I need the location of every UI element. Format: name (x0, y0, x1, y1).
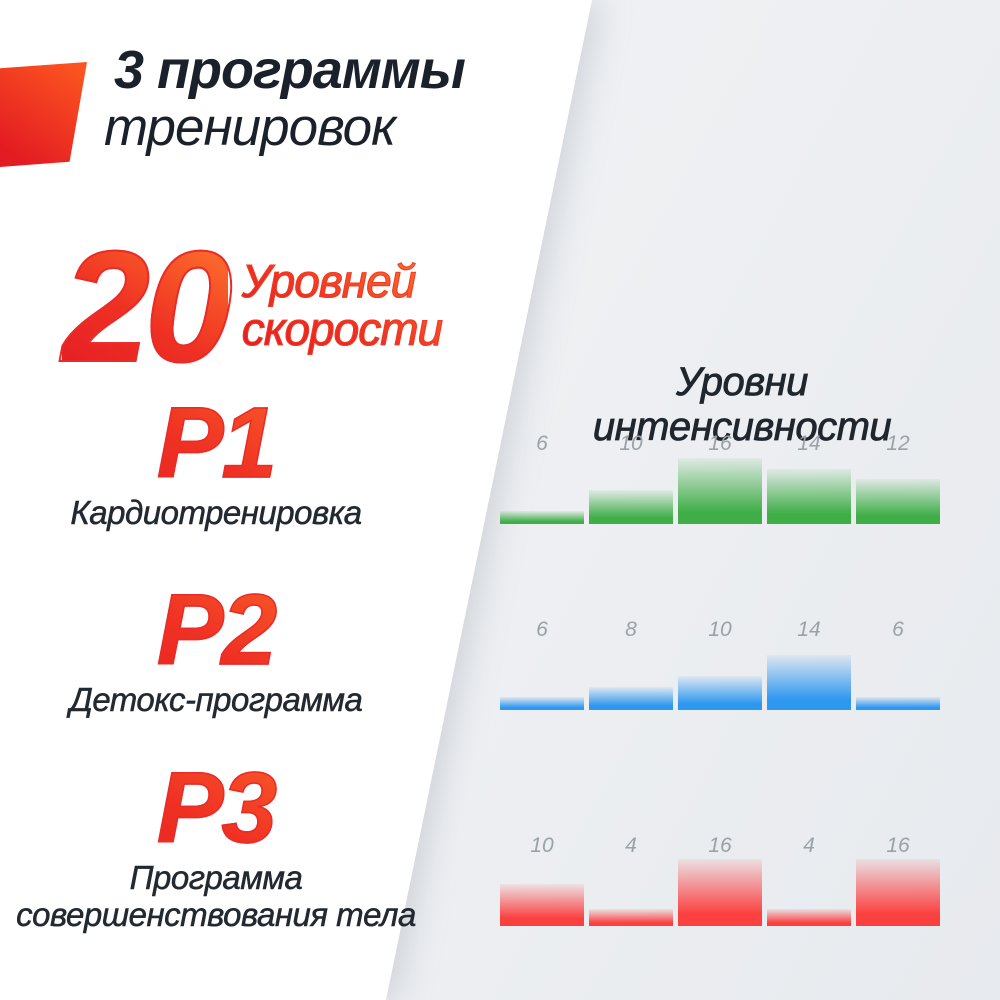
bar (767, 469, 851, 524)
bar (500, 511, 584, 524)
bar-cell: 4 (767, 826, 851, 926)
bar-cell: 4 (589, 826, 673, 926)
bar-value-label: 16 (886, 834, 910, 857)
bar-value-label: 14 (797, 432, 821, 455)
program-name-p3: Программа совершенствования тела (0, 859, 432, 934)
bar-value-label: 12 (886, 432, 910, 455)
bar-value-label: 10 (708, 618, 732, 641)
bar-value-label: 8 (625, 618, 637, 641)
bar-cell: 16 (856, 826, 940, 926)
program-block-p2: P2 Детокс-программа (0, 579, 432, 719)
bar-value-label: 6 (536, 432, 548, 455)
bar-value-label: 14 (797, 618, 821, 641)
bar (678, 458, 762, 524)
bar-value-label: 10 (619, 432, 643, 455)
bar (500, 697, 584, 710)
bar-cell: 8 (589, 610, 673, 710)
speed-number: 20 (61, 219, 234, 395)
bar (589, 490, 673, 524)
program-code-p3: P3 (0, 757, 432, 859)
bar-cell: 6 (500, 610, 584, 710)
program-name-p2: Детокс-программа (69, 681, 363, 718)
bar-cell: 10 (589, 424, 673, 524)
bar (678, 859, 762, 926)
program-name-p3-line2: совершенствования тела (16, 895, 417, 933)
program-name-p3-line1: Программа (129, 859, 303, 896)
bar-cell: 10 (500, 826, 584, 926)
bar-value-label: 6 (536, 618, 548, 641)
bar (589, 909, 673, 926)
program-code-p2: P2 (0, 579, 432, 681)
bar-cell: 12 (856, 424, 940, 524)
speed-label-line1: Уровней (241, 255, 417, 307)
hero-title-line1: 3 программы (114, 40, 466, 100)
hero-title-line2: тренировок (104, 97, 396, 157)
program-block-p1: P1 Кардиотренировка (0, 392, 432, 532)
bar-cell: 14 (767, 610, 851, 710)
bar (767, 655, 851, 710)
intensity-chart-p3: 10 4 16 4 16 (500, 826, 940, 926)
bar-cell: 6 (856, 610, 940, 710)
bar-value-label: 4 (625, 834, 637, 857)
intensity-chart-p1: 6 10 16 14 12 (500, 424, 940, 524)
bar (678, 676, 762, 710)
bar-value-label: 10 (530, 834, 554, 857)
speed-labels: Уровней скорости (241, 255, 443, 355)
bar-value-label: 6 (892, 618, 904, 641)
bar (856, 479, 940, 524)
intensity-chart-p2: 6 8 10 14 6 (500, 610, 940, 710)
bar-cell: 10 (678, 610, 762, 710)
program-block-p3: P3 Программа совершенствования тела (0, 757, 432, 934)
bar-cell: 14 (767, 424, 851, 524)
speed-label-line2: скорости (241, 302, 443, 355)
bar (500, 884, 584, 926)
bar-cell: 16 (678, 826, 762, 926)
bar-value-label: 16 (708, 834, 732, 857)
bar-cell: 16 (678, 424, 762, 524)
bar (856, 697, 940, 710)
bar (767, 909, 851, 926)
intensity-heading: Уровни интенсивности (592, 360, 892, 450)
program-name-p1: Кардиотренировка (70, 494, 362, 531)
bar-value-label: 16 (708, 432, 732, 455)
bar-value-label: 4 (803, 834, 815, 857)
bar-cell: 6 (500, 424, 584, 524)
program-code-p1: P1 (0, 392, 432, 494)
speed-levels-block: 20 Уровней скорости (61, 219, 444, 395)
hero-title: 3 программы тренировок (104, 40, 466, 157)
bar (856, 859, 940, 926)
bar (589, 687, 673, 710)
